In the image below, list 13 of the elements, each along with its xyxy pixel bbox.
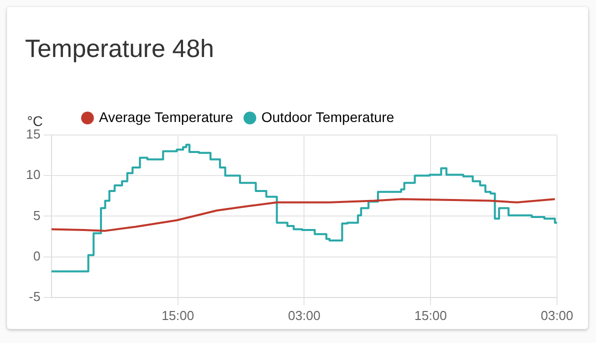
y-axis-title: °C [27, 112, 43, 129]
y-tick-label: 10 [26, 167, 40, 182]
legend-label: Outdoor Temperature [261, 108, 394, 125]
y-tick-label: 5 [33, 208, 40, 223]
chart-title: Temperature 48h [25, 35, 214, 64]
x-tick-label: 03:00 [540, 308, 574, 323]
x-tick-label: 03:00 [288, 308, 321, 323]
legend-label: Average Temperature [99, 108, 234, 125]
y-tick-label: 0 [33, 248, 40, 264]
y-tick-label: -5 [28, 288, 40, 304]
x-tick-label: 15:00 [414, 308, 447, 323]
y-tick-label: 15 [26, 126, 40, 142]
x-tick-label: 15:00 [162, 308, 194, 323]
